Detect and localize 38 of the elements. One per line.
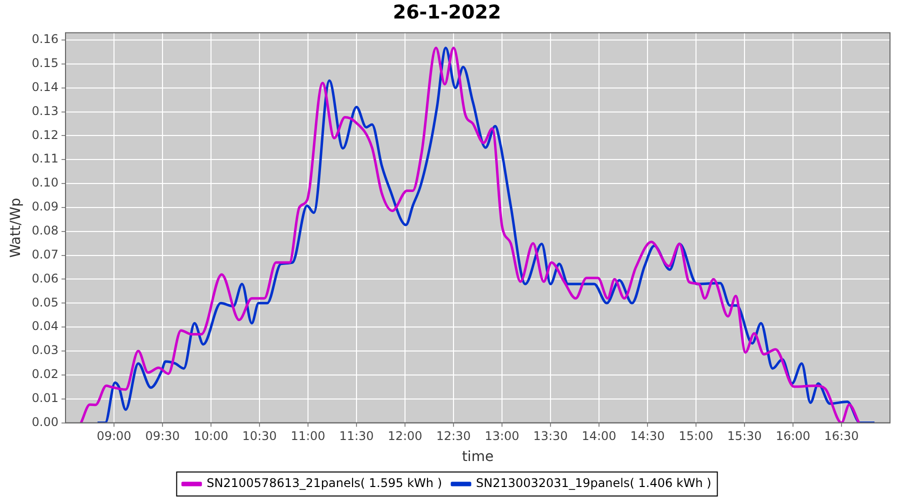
x-tick-label: 16:00 (776, 429, 810, 444)
y-axis-title: Watt/Wp (8, 198, 24, 258)
y-tick-label: 0.12 (32, 128, 59, 142)
y-tick-label: 0.13 (32, 104, 59, 118)
x-tick-label: 10:30 (242, 429, 277, 444)
x-tick-label: 09:00 (96, 429, 132, 444)
legend-label: SN2100578613_21panels( 1.595 kWh ) (206, 476, 442, 490)
x-tick-label: 13:30 (533, 429, 568, 444)
x-tick-label: 12:00 (388, 429, 422, 444)
x-tick-label: 09:30 (145, 429, 180, 444)
y-tick-label: 0.10 (32, 176, 59, 190)
x-tick-label: 11:30 (339, 429, 374, 444)
y-tick-label: 0.04 (32, 319, 59, 334)
x-tick-label: 10:00 (194, 429, 228, 444)
y-tick-label: 0.09 (32, 200, 59, 214)
x-tick-label: 11:00 (290, 429, 326, 444)
x-tick-label: 12:30 (436, 429, 471, 444)
y-tick-label: 0.08 (32, 224, 59, 238)
y-tick-label: 0.07 (32, 247, 59, 262)
y-tick-label: 0.05 (32, 295, 59, 310)
y-tick-label: 0.15 (32, 56, 59, 70)
x-tick-label: 15:30 (727, 429, 762, 444)
x-tick-label: 14:30 (630, 429, 665, 444)
x-tick-label: 14:00 (582, 429, 616, 444)
chart-title: 26-1-2022 (392, 1, 502, 24)
x-tick-label: 16:30 (824, 429, 859, 444)
x-tick-label: 15:00 (678, 429, 714, 444)
legend-label: SN2130032031_19panels( 1.406 kWh ) (476, 476, 712, 490)
y-tick-label: 0.00 (32, 414, 59, 429)
y-tick-label: 0.16 (32, 32, 59, 46)
y-tick-label: 0.03 (32, 343, 59, 358)
y-tick-label: 0.01 (32, 391, 59, 405)
y-tick-label: 0.06 (32, 271, 59, 286)
x-axis-title: time (462, 449, 494, 466)
y-tick-label: 0.11 (32, 152, 59, 166)
y-tick-label: 0.02 (32, 367, 59, 382)
x-tick-label: 13:00 (484, 429, 520, 444)
y-tick-label: 0.14 (32, 80, 59, 94)
